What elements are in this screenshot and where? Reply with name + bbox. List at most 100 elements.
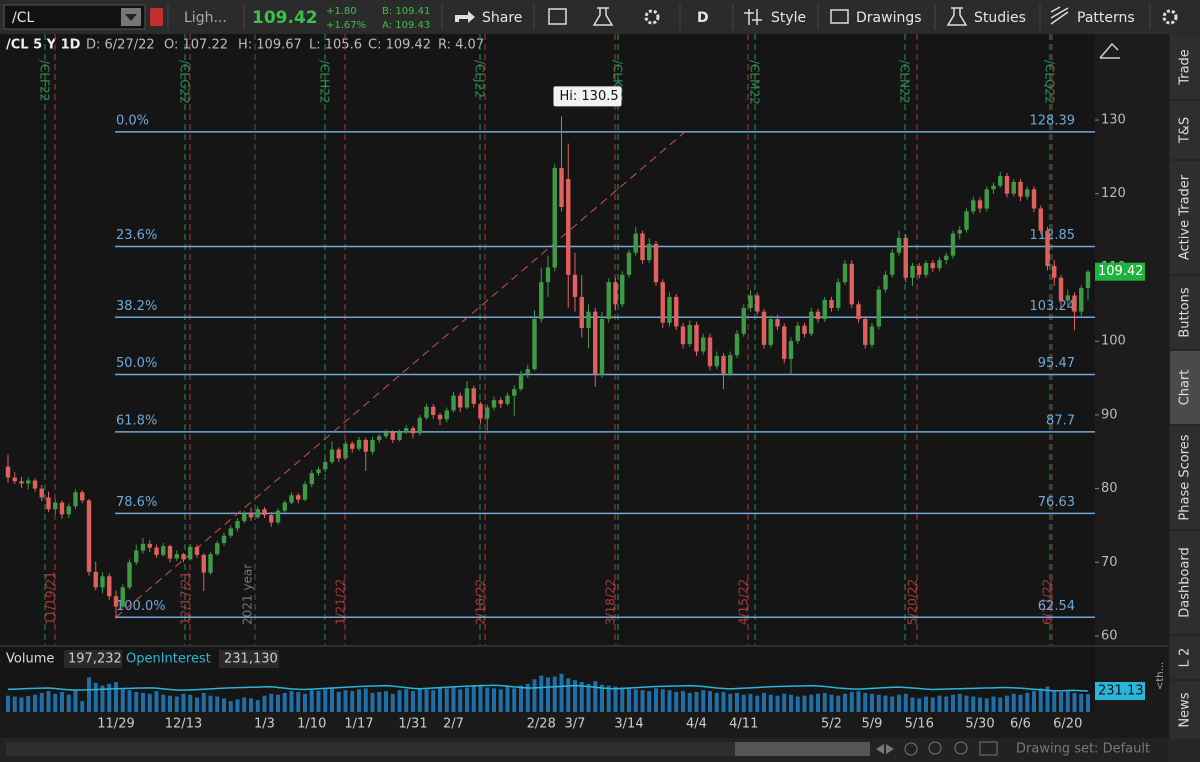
candle-body bbox=[687, 324, 692, 345]
candle-body bbox=[417, 417, 422, 434]
volume-value: 197,232 bbox=[68, 652, 122, 667]
side-tab-label[interactable]: Buttons bbox=[1178, 287, 1193, 338]
y-tick-label: 70 bbox=[1101, 555, 1118, 570]
drawings-button[interactable]: Drawings bbox=[856, 10, 922, 26]
expiration-label: 6/17/22 bbox=[1041, 579, 1055, 625]
candle-body bbox=[653, 243, 659, 283]
volume-bar bbox=[640, 690, 645, 712]
side-tab[interactable] bbox=[1170, 35, 1200, 99]
share-button[interactable]: Share bbox=[482, 10, 522, 26]
contract-label: /CLN22 bbox=[898, 60, 912, 103]
candle-body bbox=[431, 406, 436, 415]
volume-bar bbox=[876, 694, 881, 712]
candle-body bbox=[363, 439, 368, 452]
volume-bar bbox=[721, 692, 726, 712]
volume-bar bbox=[762, 692, 766, 712]
candle-body bbox=[161, 546, 166, 555]
candle-body bbox=[714, 355, 719, 367]
zoom-out-icon[interactable] bbox=[954, 741, 968, 755]
drawing-set[interactable]: Drawing set: Default bbox=[1016, 742, 1150, 757]
volume-bar bbox=[147, 693, 152, 712]
candle-body bbox=[289, 495, 294, 503]
side-tab[interactable] bbox=[1170, 351, 1200, 424]
candle-body bbox=[350, 443, 355, 449]
candle-body bbox=[491, 400, 497, 408]
volume-bar bbox=[249, 698, 253, 712]
volume-bar bbox=[660, 689, 665, 712]
candle-body bbox=[890, 252, 895, 275]
side-tab-label[interactable]: L 2 bbox=[1178, 648, 1193, 668]
axis-icon[interactable] bbox=[1099, 42, 1120, 59]
side-tab-label[interactable]: News bbox=[1178, 692, 1193, 727]
last-price: 109.42 bbox=[252, 8, 318, 28]
volume-bar bbox=[269, 693, 274, 712]
x-tick-label: 1/3 bbox=[254, 717, 275, 732]
fit-icon[interactable] bbox=[979, 741, 998, 756]
flask-icon[interactable] bbox=[592, 7, 614, 26]
trend-line bbox=[115, 131, 686, 618]
x-tick-label: 5/30 bbox=[965, 717, 994, 732]
bar-date: D: 6/27/22 bbox=[86, 38, 155, 53]
side-tab[interactable] bbox=[1170, 426, 1200, 529]
year-label: 2021 year bbox=[241, 564, 255, 625]
side-tab[interactable] bbox=[1170, 276, 1200, 349]
style-button[interactable]: Style bbox=[771, 10, 806, 26]
settings-icon[interactable] bbox=[1162, 9, 1178, 25]
candle-body bbox=[424, 406, 429, 418]
side-tab[interactable] bbox=[1170, 636, 1200, 679]
candle-body bbox=[566, 178, 571, 275]
studies-button[interactable]: Studies bbox=[974, 10, 1026, 26]
volume-bar bbox=[519, 685, 523, 712]
volume-bar bbox=[19, 697, 24, 712]
volume-bar bbox=[816, 693, 820, 712]
candle-body bbox=[458, 395, 463, 408]
side-tab[interactable] bbox=[1170, 681, 1200, 739]
gear-icon[interactable] bbox=[644, 9, 660, 25]
side-tab[interactable] bbox=[1170, 101, 1200, 159]
volume-bar bbox=[478, 684, 483, 712]
candle-body bbox=[586, 311, 591, 328]
candle-body bbox=[134, 550, 139, 563]
bid: B: 109.41 bbox=[382, 6, 430, 17]
candle-body bbox=[370, 439, 375, 452]
y-tick-label: 90 bbox=[1101, 407, 1118, 422]
side-tab-label[interactable]: Dashboard bbox=[1178, 547, 1193, 618]
side-tab-label[interactable]: Active Trader bbox=[1178, 174, 1193, 260]
volume-bar bbox=[836, 695, 841, 712]
pan-icon[interactable] bbox=[876, 744, 894, 754]
link-badge[interactable] bbox=[150, 8, 163, 26]
candle-body bbox=[39, 488, 44, 498]
volume-bar bbox=[633, 689, 638, 712]
side-tab-label[interactable]: Trade bbox=[1178, 49, 1193, 86]
screenshot-icon[interactable] bbox=[548, 8, 567, 25]
side-tab-label[interactable]: T&S bbox=[1178, 117, 1193, 144]
candle-body bbox=[505, 395, 510, 404]
volume-bar bbox=[593, 681, 598, 712]
side-tab[interactable] bbox=[1170, 531, 1200, 634]
side-tab-label[interactable]: Chart bbox=[1178, 370, 1193, 406]
side-tab[interactable] bbox=[1170, 161, 1200, 274]
patterns-button[interactable]: Patterns bbox=[1077, 10, 1135, 26]
volume-bar bbox=[532, 679, 537, 712]
volume-bar bbox=[951, 694, 955, 712]
drawings-icon bbox=[830, 9, 849, 24]
volume-bar bbox=[424, 689, 429, 712]
candle-body bbox=[262, 509, 267, 516]
x-tick-label: 4/4 bbox=[686, 717, 707, 732]
candle-body bbox=[842, 263, 848, 283]
candle-body bbox=[512, 389, 517, 396]
candle-body bbox=[998, 176, 1003, 186]
candle-body bbox=[640, 233, 645, 261]
scroll-thumb[interactable] bbox=[735, 742, 870, 756]
volume-bar bbox=[336, 692, 341, 712]
fib-price: 112.85 bbox=[1030, 228, 1076, 243]
aggregation-button[interactable]: D bbox=[697, 10, 709, 26]
side-tab-label[interactable]: Phase Scores bbox=[1178, 434, 1193, 520]
fib-label: 50.0% bbox=[116, 356, 157, 371]
zoom-in-icon[interactable] bbox=[928, 741, 942, 755]
candle-body bbox=[53, 502, 58, 510]
candle-body bbox=[336, 449, 341, 459]
crosshair-icon[interactable] bbox=[904, 742, 918, 756]
x-tick-label: 2/7 bbox=[443, 717, 464, 732]
volume-bar bbox=[195, 697, 199, 712]
